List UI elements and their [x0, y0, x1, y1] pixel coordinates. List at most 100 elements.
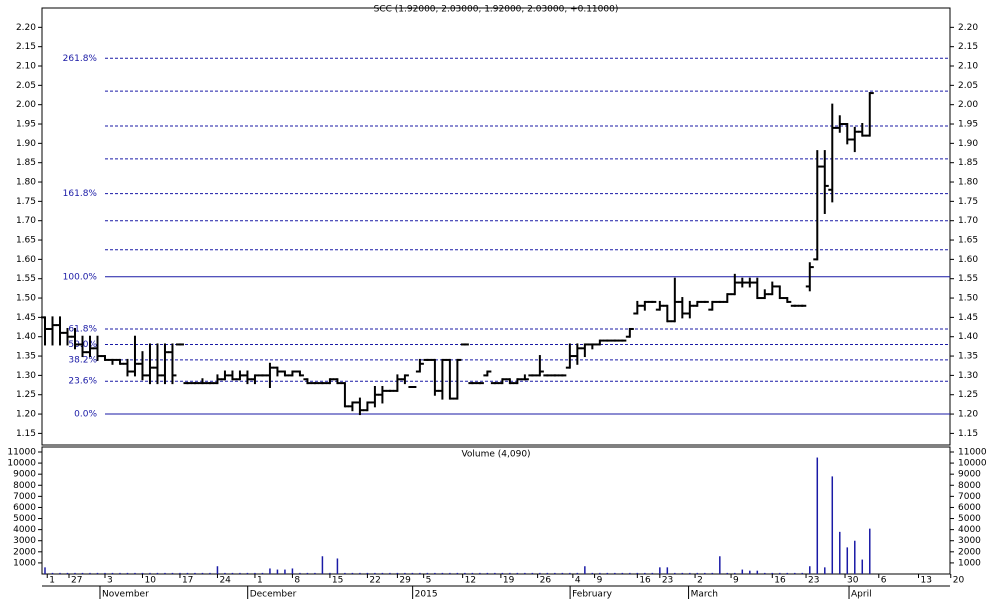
chart-title: SCC (1.92000, 2.03000, 1.92000, 2.03000,… [374, 5, 619, 15]
x-tick-label: 16 [639, 576, 651, 586]
month-label: 2015 [415, 590, 438, 599]
x-tick-label: 23 [662, 576, 673, 586]
y-tick-label: 1.20 [958, 410, 978, 420]
y-tick-label: 10000 [7, 459, 36, 469]
y-tick-label: 2.05 [958, 81, 978, 91]
level-label: 0.0% [74, 410, 97, 420]
y-tick-label: 9000 [958, 470, 981, 480]
y-tick-label: 2.15 [958, 42, 978, 52]
y-tick-label: 1.35 [958, 352, 978, 362]
level-label: 38.2% [68, 355, 97, 365]
y-tick-label: 2.10 [958, 62, 978, 72]
level-label: 100.0% [63, 272, 98, 282]
y-tick-label: 1.85 [16, 158, 36, 168]
y-tick-label: 1.70 [16, 216, 36, 226]
y-tick-label: 2.20 [16, 23, 36, 33]
y-tick-label: 1.40 [16, 332, 36, 342]
x-tick-label: 30 [847, 576, 859, 586]
y-tick-label: 10000 [958, 459, 987, 469]
y-tick-label: 11000 [7, 447, 36, 457]
y-tick-label: 1.80 [16, 178, 36, 188]
month-label: February [572, 590, 613, 599]
x-tick-label: 9 [597, 576, 603, 586]
y-tick-label: 1.15 [16, 429, 36, 439]
y-tick-label: 1.90 [16, 139, 36, 149]
x-tick-label: 22 [369, 576, 380, 586]
y-tick-label: 1.80 [958, 178, 978, 188]
y-tick-label: 7000 [958, 492, 981, 502]
y-tick-label: 2000 [13, 547, 36, 557]
y-tick-label: 1.65 [16, 236, 36, 246]
volume-title: Volume (4,090) [461, 450, 530, 460]
y-tick-label: 2.00 [16, 100, 36, 110]
y-tick-label: 6000 [958, 503, 981, 513]
y-tick-label: 1.75 [16, 197, 36, 207]
y-tick-label: 2000 [958, 547, 981, 557]
y-tick-label: 2.10 [16, 62, 36, 72]
y-tick-label: 1000 [13, 558, 36, 568]
y-tick-label: 1.30 [958, 371, 978, 381]
y-tick-label: 1.75 [958, 197, 978, 207]
x-tick-label: 2 [697, 576, 703, 586]
y-tick-label: 1.95 [16, 120, 36, 130]
y-tick-label: 1.35 [16, 352, 36, 362]
x-tick-label: 26 [540, 576, 552, 586]
y-tick-label: 2.00 [958, 100, 978, 110]
x-tick-label: 23 [808, 576, 819, 586]
y-tick-label: 8000 [13, 481, 36, 491]
y-tick-label: 11000 [958, 447, 987, 457]
y-tick-label: 1.40 [958, 332, 978, 342]
y-tick-label: 1.85 [958, 158, 978, 168]
y-tick-label: 1.65 [958, 236, 978, 246]
y-tick-label: 2.05 [16, 81, 36, 91]
y-tick-label: 1.50 [16, 294, 36, 304]
y-tick-label: 1.90 [958, 139, 978, 149]
x-tick-label: 17 [182, 576, 193, 586]
x-tick-label: 16 [774, 576, 786, 586]
month-label: December [250, 590, 297, 599]
x-tick-label: 6 [881, 576, 887, 586]
y-tick-label: 1.95 [958, 120, 978, 130]
level-label: 23.6% [68, 377, 97, 387]
level-label: 61.8% [68, 324, 97, 334]
level-label: 261.8% [63, 54, 98, 64]
y-tick-label: 1.50 [958, 294, 978, 304]
y-tick-label: 2.15 [16, 42, 36, 52]
y-tick-label: 1.15 [958, 429, 978, 439]
x-tick-label: 24 [219, 576, 231, 586]
x-tick-label: 12 [465, 576, 476, 586]
x-tick-label: 20 [953, 576, 965, 586]
x-tick-label: 1 [257, 576, 263, 586]
x-tick-label: 9 [733, 576, 739, 586]
month-label: November [102, 590, 149, 599]
x-tick-label: 1 [49, 576, 55, 586]
y-tick-label: 1.60 [16, 255, 36, 265]
x-tick-label: 13 [921, 576, 932, 586]
x-tick-label: 29 [399, 576, 411, 586]
y-tick-label: 6000 [13, 503, 36, 513]
level-label: 161.8% [63, 189, 98, 199]
x-tick-label: 5 [426, 576, 432, 586]
y-tick-label: 1.25 [958, 390, 978, 400]
y-tick-label: 2.20 [958, 23, 978, 33]
y-tick-label: 1.45 [958, 313, 978, 323]
y-tick-label: 1.55 [958, 274, 978, 284]
y-tick-label: 8000 [958, 481, 981, 491]
y-tick-label: 4000 [958, 525, 981, 535]
y-tick-label: 3000 [958, 536, 981, 546]
y-tick-label: 1.70 [958, 216, 978, 226]
y-tick-label: 9000 [13, 470, 36, 480]
x-tick-label: 8 [294, 576, 300, 586]
volume-panel [41, 446, 951, 575]
y-tick-label: 5000 [13, 514, 36, 524]
x-tick-label: 19 [503, 576, 515, 586]
y-tick-label: 1.20 [16, 410, 36, 420]
x-tick-label: 3 [107, 576, 113, 586]
y-tick-label: 1.60 [958, 255, 978, 265]
y-tick-label: 7000 [13, 492, 36, 502]
y-tick-label: 3000 [13, 536, 36, 546]
y-tick-label: 1.25 [16, 390, 36, 400]
y-tick-label: 1.55 [16, 274, 36, 284]
x-tick-label: 10 [144, 576, 156, 586]
y-tick-label: 4000 [13, 525, 36, 535]
